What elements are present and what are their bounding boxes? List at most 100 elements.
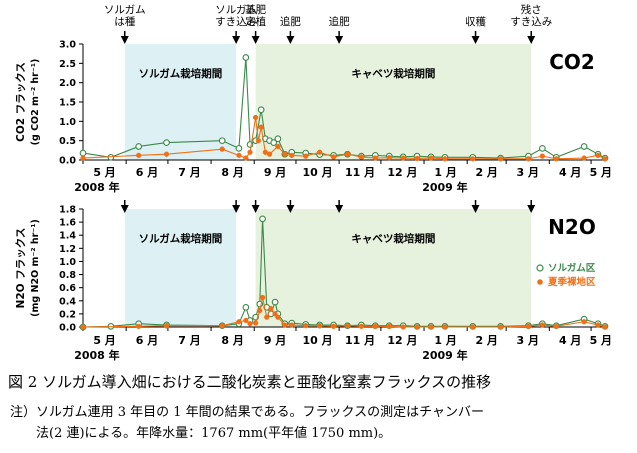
event-arrow-icon — [120, 36, 129, 44]
event-label: は種 — [114, 15, 135, 28]
data-point — [247, 149, 253, 155]
event-arrow-icon — [232, 36, 241, 44]
event-arrow-icon — [286, 36, 295, 44]
event-arrow-icon — [251, 36, 260, 44]
period-label: ソルガム栽培期間 — [139, 67, 223, 80]
data-point — [163, 323, 170, 329]
x-tick-label: 3 月 — [517, 166, 539, 179]
series-line — [82, 117, 606, 160]
data-point — [236, 152, 242, 159]
data-point — [259, 294, 266, 301]
data-point — [235, 145, 243, 152]
x-tick-label: 10 月 — [302, 166, 332, 179]
y-tick-label: 1.5 — [59, 98, 76, 109]
data-point — [372, 323, 378, 329]
data-point — [219, 323, 225, 329]
data-point — [264, 314, 270, 320]
chart-title: CO2 — [549, 50, 595, 74]
data-point — [316, 149, 323, 155]
y-axis-unit: (g CO2 m⁻² hr⁻¹) — [30, 59, 41, 146]
y-tick-label: 0.0 — [59, 156, 76, 167]
y-tick-label: 0.0 — [59, 323, 76, 334]
event-label: 残さ — [521, 3, 542, 16]
figure-note-line2: 法(2 連)による。年降水量：1767 mm(平年値 1750 mm)。 — [36, 426, 392, 441]
y-tick-label: 1.0 — [59, 257, 76, 268]
y-tick-label: 0.6 — [59, 283, 76, 294]
data-point — [268, 305, 274, 312]
data-point — [470, 156, 476, 162]
x-tick-label: 6 月 — [136, 334, 158, 347]
legend-marker — [537, 279, 543, 285]
data-point — [330, 323, 337, 329]
data-point — [236, 319, 242, 325]
data-point — [136, 152, 142, 159]
data-point — [275, 143, 281, 150]
data-point — [135, 143, 143, 150]
y-tick-label: 1.4 — [59, 231, 76, 242]
data-point — [400, 155, 406, 161]
data-point — [428, 324, 434, 330]
legend-label: ソルガム区 — [548, 262, 596, 274]
x-tick-label: 7 月 — [178, 166, 200, 179]
data-point — [243, 155, 249, 161]
event-label: すき込み — [510, 16, 552, 28]
data-point — [252, 114, 259, 121]
x-tick-label: 5 月 — [93, 166, 115, 179]
y-tick-label: 0.2 — [59, 309, 76, 320]
x-tick-label: 11 月 — [345, 166, 375, 179]
data-point — [257, 106, 265, 114]
data-point — [497, 324, 504, 330]
data-point — [358, 323, 365, 329]
data-point — [442, 156, 448, 162]
data-point — [539, 322, 546, 328]
data-point — [428, 155, 434, 161]
y-tick-label: 0.5 — [59, 136, 76, 147]
x-tick-label: 5 月 — [590, 166, 612, 179]
data-point — [316, 323, 323, 329]
y-tick-label: 1.6 — [59, 218, 76, 229]
data-point — [400, 324, 406, 330]
data-point — [372, 155, 378, 161]
data-point — [257, 307, 263, 314]
x-tick-label: 2 月 — [475, 334, 497, 347]
data-point — [282, 151, 288, 157]
data-point — [553, 323, 559, 329]
x-tick-label: 12 月 — [387, 166, 417, 179]
data-point — [497, 156, 504, 162]
data-point — [595, 322, 601, 328]
event-label: ソルガム — [104, 4, 146, 16]
data-point — [252, 320, 259, 326]
event-arrow-icon — [527, 36, 536, 44]
data-point — [270, 139, 278, 146]
data-point — [80, 155, 86, 161]
data-point — [386, 155, 392, 161]
legend-marker — [536, 264, 544, 272]
event-arrow-icon — [251, 205, 260, 213]
x-tick-label: 9 月 — [264, 334, 286, 347]
data-point — [442, 324, 448, 330]
data-point — [255, 138, 262, 144]
period-label: キャベツ栽培期間 — [351, 232, 435, 245]
period-band — [255, 209, 532, 327]
year-label: 2009 年 — [422, 348, 467, 362]
data-point — [266, 151, 273, 157]
data-point — [136, 323, 142, 329]
chart-panel-n2o: ソルガム栽培期間 キャベツ栽培期間 0.0 0.2 0.4 0.6 0.8 1.0 1.2 1.4… — [15, 200, 612, 362]
x-tick-label: 1 月 — [434, 334, 456, 347]
event-arrow-icon — [232, 205, 241, 213]
x-tick-label: 11 月 — [345, 334, 375, 347]
data-point — [271, 298, 279, 306]
data-point — [539, 145, 546, 152]
period-label: キャベツ栽培期間 — [351, 67, 435, 80]
data-point — [303, 323, 309, 329]
chart-panel-co2: ソルガム栽培期間 キャベツ栽培期間 0.0 0.5 1.0 1.5 2.0 2.5 3.0 CO2… — [15, 3, 612, 194]
x-tick-label: 1 月 — [434, 166, 456, 179]
data-point — [282, 322, 288, 328]
legend-label: 夏季裸地区 — [547, 276, 596, 288]
data-point — [525, 156, 532, 162]
event-arrow-icon — [286, 205, 295, 213]
figure-caption: 図 2 ソルガム導入畑における二酸化炭素と亜酸化窒素フラックスの推移 — [8, 373, 492, 391]
y-tick-label: 2.5 — [59, 59, 76, 70]
chart-title: N2O — [548, 215, 596, 239]
data-point — [274, 135, 282, 143]
